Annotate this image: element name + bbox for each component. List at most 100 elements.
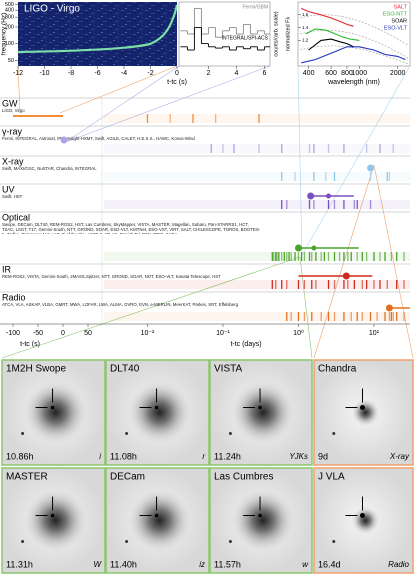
x-tick-label: 6: [262, 70, 266, 77]
x-tick-label: -12: [13, 70, 23, 77]
x-tick-label: 400: [303, 70, 315, 77]
spectrum: [308, 38, 354, 51]
series-label: Fermi/GBM: [242, 4, 268, 10]
transient: [359, 405, 365, 410]
y-axis-label: counts/(arb. scale): [273, 11, 279, 56]
instrument-list: Swift, MAXI/GSC, NuSTAR, Chandra, INTEGR…: [2, 166, 97, 171]
transient: [258, 513, 262, 518]
band-name: IR: [2, 264, 12, 274]
instrument-list: ATCA, VLA, ASKAP, VLBA, GMRT, MWA, LOFAR…: [2, 302, 239, 307]
x-tick-label: -50: [33, 330, 43, 337]
y-axis-label: normalized Fλ: [285, 16, 291, 51]
detection: [367, 164, 375, 172]
star: [125, 432, 129, 435]
legend-entry: SOAR: [391, 18, 407, 24]
detection: [294, 244, 302, 252]
panel-title: LIGO - Virgo: [24, 4, 80, 15]
instrument-list: REM-ROS2, VISTA, Gemini-South, 2MASS,Spi…: [2, 274, 221, 279]
image-time: 11.57h: [214, 559, 241, 569]
x-tick-label: 0: [175, 70, 179, 77]
band-row: [104, 200, 410, 209]
image-time: 10.86h: [6, 451, 34, 461]
instrument-list: LIGO, Virgo: [2, 108, 25, 113]
instruments: Fermi, INTEGRAL, Astrosat, IPN, Insight-…: [2, 136, 195, 141]
detection: [385, 304, 393, 312]
galaxy: [351, 398, 380, 427]
legend-entry: ESO-NTT: [383, 11, 408, 17]
x-tick-label: -100: [6, 330, 20, 337]
star: [228, 540, 232, 543]
image-filter: w: [302, 560, 309, 569]
x-tick-label: 10⁻²: [141, 330, 155, 337]
band-row: [104, 144, 410, 153]
x-axis-label: t-tc (s): [167, 79, 187, 86]
transient: [154, 405, 159, 410]
image-filter: Radio: [388, 560, 409, 569]
transient: [258, 405, 262, 410]
x-axis-label: t-tc (days): [230, 341, 261, 348]
band-row: [104, 312, 410, 321]
chirp: [17, 4, 179, 54]
image-name: J VLA: [318, 472, 345, 483]
x-tick-label: 10¹: [369, 330, 380, 337]
image-time: 11.24h: [214, 451, 241, 461]
band-name: UV: [2, 184, 15, 194]
galaxy: [231, 488, 296, 553]
transient: [50, 513, 55, 518]
image-name: DECam: [110, 472, 145, 483]
y-axis-label: frequency (Hz): [1, 13, 8, 56]
y-tick-label: 300: [5, 15, 14, 21]
x-tick-label: -6: [94, 70, 100, 77]
band-row: [104, 252, 410, 261]
instrument-list: Fermi, INTEGRAL, Astrosat, IPN, Insight-…: [2, 136, 195, 141]
x-tick-label: -4: [121, 70, 127, 77]
image-filter: W: [93, 560, 102, 569]
x-tick-label: 600: [325, 70, 337, 77]
band-row: [104, 280, 410, 289]
image-name: MASTER: [6, 472, 48, 483]
series-label: INTEGRAL/SPI-ACS: [222, 35, 269, 41]
instrument-list: Swift, HST: [2, 194, 23, 199]
band-name: X-ray: [2, 156, 24, 166]
spectrum: [301, 7, 354, 27]
transient: [50, 405, 55, 410]
detection: [60, 136, 68, 144]
x-tick-label: 2000: [390, 70, 406, 77]
image-time: 16.4d: [318, 559, 341, 569]
x-tick-label: 50: [84, 330, 92, 337]
detection: [307, 192, 315, 200]
image-filter: r: [202, 452, 205, 461]
detection: [342, 272, 350, 280]
band-name: Optical: [2, 212, 30, 222]
image-time: 11.40h: [110, 559, 137, 569]
image-name: Chandra: [318, 364, 357, 375]
instruments: ATCA, VLA, ASKAP, VLBA, GMRT, MWA, LOFAR…: [2, 302, 239, 307]
x-tick-label: -10: [39, 70, 49, 77]
galaxy: [127, 488, 192, 553]
transient: [359, 513, 365, 518]
instruments: REM-ROS2, VISTA, Gemini-South, 2MASS,Spi…: [2, 274, 221, 279]
star: [332, 540, 336, 543]
x-tick-label: 1000: [352, 70, 368, 77]
instruments: Swope, DECam, DLT40, REM-ROS2, HST, Las …: [2, 222, 260, 234]
instruments: Swift, MAXI/GSC, NuSTAR, Chandra, INTEGR…: [2, 166, 97, 171]
band-name: Radio: [2, 292, 26, 302]
star: [332, 432, 336, 435]
instruments: Swift, HST: [2, 194, 23, 199]
star: [21, 432, 25, 435]
y-tick-label: 100: [5, 41, 14, 47]
y-tick-label: 400: [5, 8, 14, 14]
image-name: DLT40: [110, 364, 140, 375]
spectrum: [305, 28, 360, 41]
y-tick-label: 1.4: [302, 25, 309, 30]
image-filter: i: [99, 452, 101, 461]
transient: [154, 513, 159, 518]
image-name: VISTA: [214, 364, 242, 375]
band-row: [104, 172, 410, 181]
x-tick-label: -8: [68, 70, 74, 77]
image-filter: iz: [199, 560, 205, 569]
star: [228, 432, 232, 435]
image-filter: YJKs: [289, 452, 308, 461]
